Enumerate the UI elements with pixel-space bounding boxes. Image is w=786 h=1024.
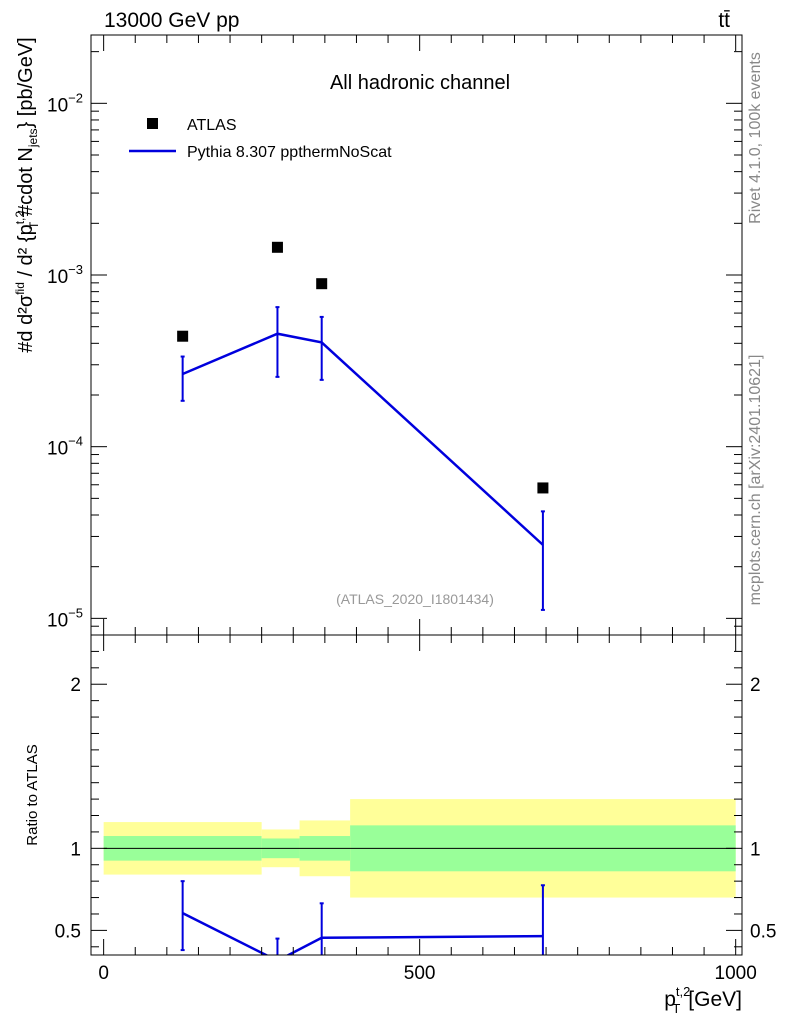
x-tick-label: 500 [404,963,436,984]
data-point [271,241,283,253]
data-point [177,330,189,342]
ratio-y-tick-label-right: 2 [750,675,761,696]
y-axis-label: #d d²σfid / d² {pt,2T #cdot Njets} [pb/G… [13,37,41,352]
chart-title: All hadronic channel [330,72,510,94]
legend-label-atlas: ATLAS [187,117,237,134]
ratio-mc-series [180,880,545,955]
mc-line [182,332,544,546]
ratio-y-label: Ratio to ATLAS [24,744,41,845]
y-tick-label: 10−4 [47,434,83,460]
x-tick-label: 1000 [715,963,757,984]
rivet-version-text: Rivet 4.1.0, 100k events [747,52,764,224]
header-right: tt̄ [718,9,730,32]
legend-label-mc: Pythia 8.307 ppthermNoScat [187,144,392,161]
ratio-mc-line [182,912,543,955]
ratio-y-tick-label-right: 0.5 [750,921,776,942]
ratio-mc-content [180,880,545,955]
ratio-y-tick-label-right: 1 [750,839,761,860]
data-point [316,278,328,290]
source-text: mcplots.cern.ch [arXiv:2401.10621] [747,355,764,606]
data-point [537,482,549,494]
header-left: 13000 GeV pp [104,9,239,32]
watermark: (ATLAS_2020_I1801434) [336,591,494,607]
ratio-y-tick-label: 2 [70,675,81,696]
x-axis-label: pt,2 T [GeV] [664,984,742,1016]
y-tick-label: 10−3 [47,262,83,288]
legend-marker-atlas [147,118,158,129]
mc-series [180,306,545,611]
svg-text:pt,2T[GeV]: pt,2 T [GeV] [664,984,742,1016]
data-series [177,241,549,494]
svg-text:#d d²σfid / d² {pt,2T #cdot N: #d d²σfid / d² {pt,2T #cdot Njets} [pb/G… [13,37,41,352]
y-tick-label: 10−2 [47,90,83,116]
legend: ATLAS Pythia 8.307 ppthermNoScat [129,117,392,161]
ratio-frame [90,634,743,956]
ratio-y-tick-label: 0.5 [55,921,81,942]
y-tick-label: 10−5 [47,605,83,631]
x-tick-label: 0 [98,963,109,984]
ratio-y-tick-label: 1 [70,839,81,860]
